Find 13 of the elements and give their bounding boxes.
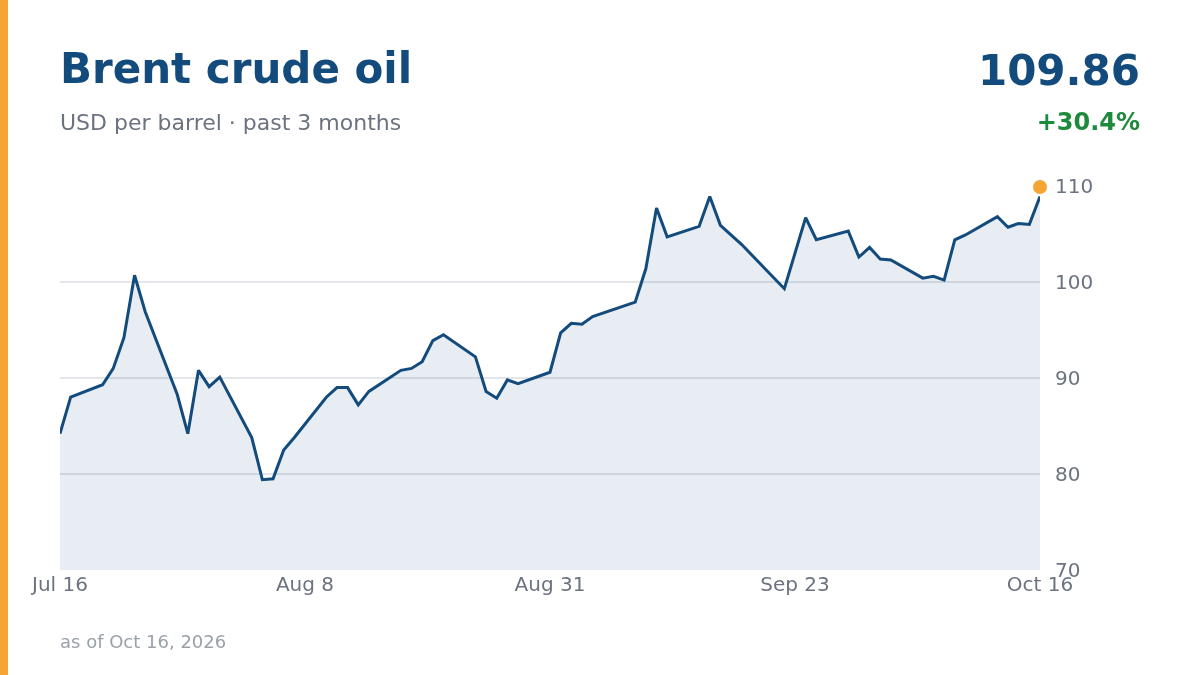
y-tick-label: 90 — [1055, 366, 1081, 390]
x-tick-label: Sep 23 — [760, 572, 830, 596]
x-tick-label: Aug 8 — [275, 572, 335, 596]
text: 109.86 — [977, 46, 1140, 95]
x-tick-label: Aug 31 — [514, 572, 586, 596]
chart-subtitle: USD per barrel · past 3 months — [60, 110, 402, 135]
y-tick-label: 110 — [1055, 174, 1094, 198]
x-tick-label: Jul 16 — [30, 572, 88, 596]
y-tick-label: 100 — [1055, 270, 1094, 294]
text: as of Oct 16, 2026 — [60, 631, 227, 652]
chart-title: Brent crude oil — [60, 44, 413, 93]
text: +30.4% — [1036, 108, 1140, 136]
y-tick-label: 80 — [1055, 462, 1081, 486]
